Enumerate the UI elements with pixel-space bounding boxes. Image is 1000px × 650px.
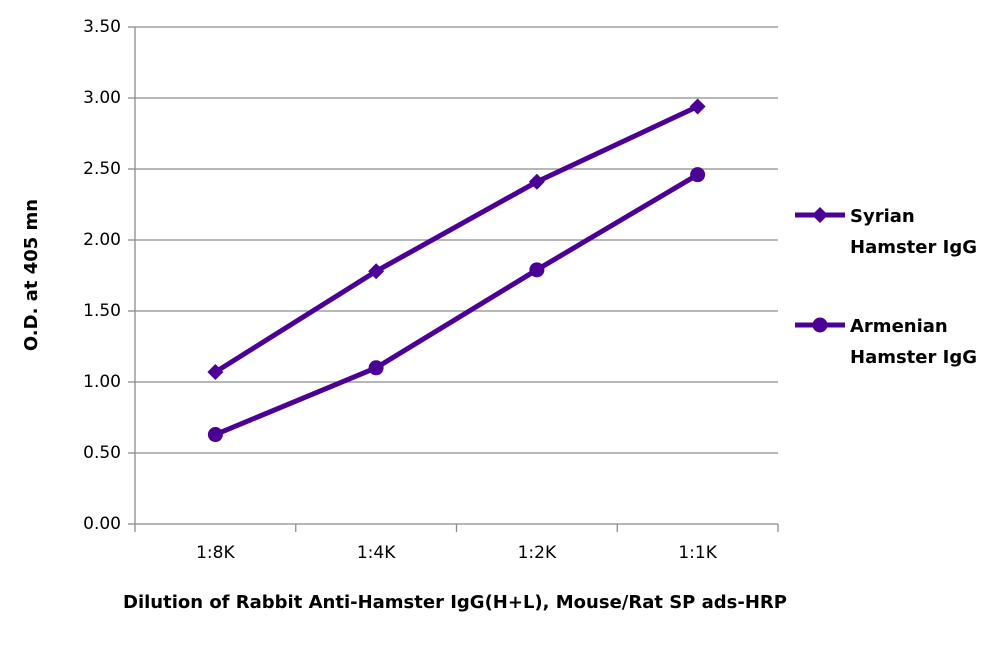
legend-label: Armenian Hamster IgG <box>850 316 977 368</box>
marker <box>207 364 224 381</box>
marker <box>368 263 385 280</box>
marker <box>689 98 706 115</box>
x-axis-label: Dilution of Rabbit Anti-Hamster IgG(H+L)… <box>123 592 787 613</box>
y-tick-label: 2.50 <box>83 159 121 179</box>
marker <box>207 427 223 443</box>
series-line <box>214 104 699 375</box>
y-tick-label: 2.00 <box>83 230 121 250</box>
y-axis-label: O.D. at 405 mn <box>21 199 42 351</box>
marker <box>529 262 545 278</box>
x-tick-label: 1:4K <box>357 543 396 563</box>
legend-label: Syrian Hamster IgG <box>850 206 977 258</box>
y-tick-label: 3.00 <box>83 88 121 108</box>
marker <box>690 167 706 183</box>
x-tick-label: 1:8K <box>196 543 235 563</box>
legend-marker <box>812 207 828 223</box>
y-tick-label: 0.50 <box>83 443 121 463</box>
y-tick-label: 1.50 <box>83 301 121 321</box>
series-line <box>214 172 699 437</box>
y-tick-label: 0.00 <box>83 514 121 534</box>
marker <box>368 360 384 376</box>
y-tick-label: 3.50 <box>83 17 121 37</box>
legend-marker <box>812 317 828 333</box>
x-tick-label: 1:2K <box>518 543 557 563</box>
x-tick-label: 1:1K <box>678 543 717 563</box>
y-tick-label: 1.00 <box>83 372 121 392</box>
marker <box>528 173 545 190</box>
